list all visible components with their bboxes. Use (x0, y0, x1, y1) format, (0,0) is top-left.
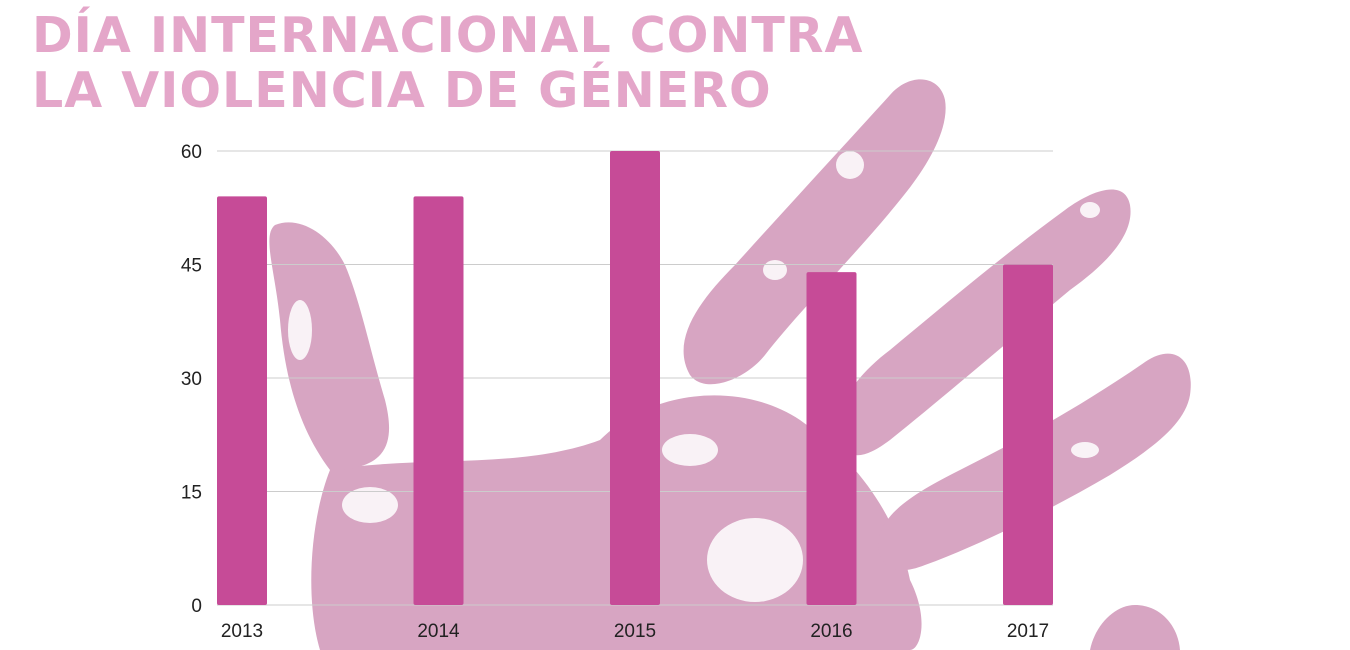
y-tick-label: 60 (181, 142, 202, 163)
bar-2014 (413, 196, 464, 605)
bars (217, 151, 1053, 605)
bar-2013 (217, 196, 267, 605)
x-axis-ticks: 2013 2014 2015 2016 2017 (221, 621, 1049, 642)
x-tick-label: 2015 (614, 621, 656, 642)
y-axis-ticks: 0 15 30 45 60 (181, 142, 202, 617)
y-tick-label: 0 (191, 596, 202, 617)
title-line-1: DÍA INTERNACIONAL CONTRA (32, 7, 864, 64)
bar-2017 (1003, 264, 1053, 605)
bar-2016 (806, 272, 857, 605)
y-tick-label: 45 (181, 256, 202, 277)
x-tick-label: 2017 (1007, 621, 1049, 642)
bar-2015 (610, 151, 660, 605)
x-tick-label: 2014 (417, 621, 460, 642)
title-line-2: LA VIOLENCIA DE GÉNERO (32, 62, 772, 119)
x-tick-label: 2013 (221, 621, 263, 642)
chart-title: DÍA INTERNACIONAL CONTRA LA VIOLENCIA DE… (32, 8, 863, 118)
x-tick-label: 2016 (810, 621, 852, 642)
y-tick-label: 30 (181, 369, 202, 390)
y-tick-label: 15 (181, 483, 202, 504)
